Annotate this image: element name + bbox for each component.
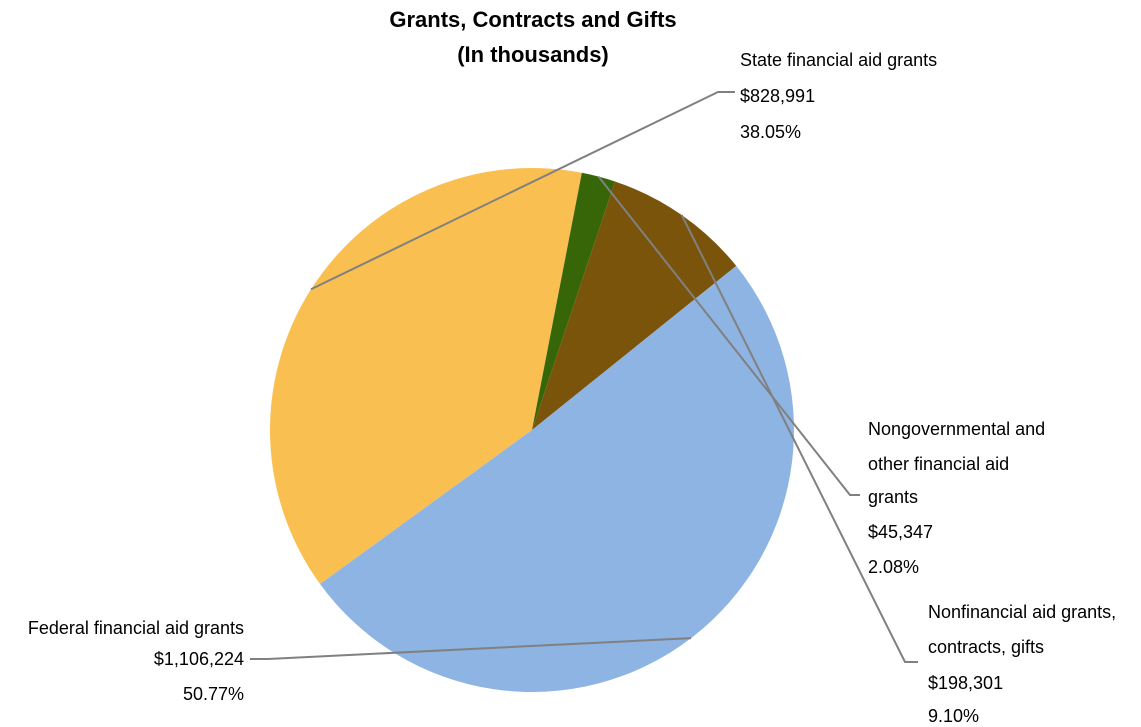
slice-label-line: Nongovernmental and: [868, 419, 1045, 439]
leader-lines: [250, 91, 918, 663]
pie-slice: [320, 265, 794, 692]
slice-label-line: Federal financial aid grants: [28, 618, 244, 638]
slice-percent-label: 38.05%: [740, 122, 801, 142]
leader-line: [310, 91, 735, 291]
leader-line: [250, 637, 692, 660]
slice-value-label: $1,106,224: [154, 649, 244, 669]
slice-label-line: State financial aid grants: [740, 50, 937, 70]
slice-labels: State financial aid grants $828,991 38.05%…: [28, 50, 1116, 726]
pie-slices: [269, 168, 794, 692]
slice-value-label: $198,301: [928, 673, 1003, 693]
pie-slice: [532, 181, 737, 430]
chart-subtitle: (In thousands): [457, 42, 609, 67]
leader-line: [597, 175, 860, 496]
pie-slice: [532, 172, 615, 431]
slice-percent-label: 2.08%: [868, 557, 919, 577]
slice-percent-label: 9.10%: [928, 706, 979, 726]
slice-label-line: other financial aid: [868, 454, 1009, 474]
slice-label-line: contracts, gifts: [928, 637, 1044, 657]
chart-title: Grants, Contracts and Gifts: [389, 7, 676, 32]
slice-percent-label: 50.77%: [183, 684, 244, 704]
slice-value-label: $45,347: [868, 522, 933, 542]
slice-value-label: $828,991: [740, 86, 815, 106]
leader-line: [680, 214, 918, 663]
slice-label-line: grants: [868, 487, 918, 507]
slice-label-line: Nonfinancial aid grants,: [928, 602, 1116, 622]
